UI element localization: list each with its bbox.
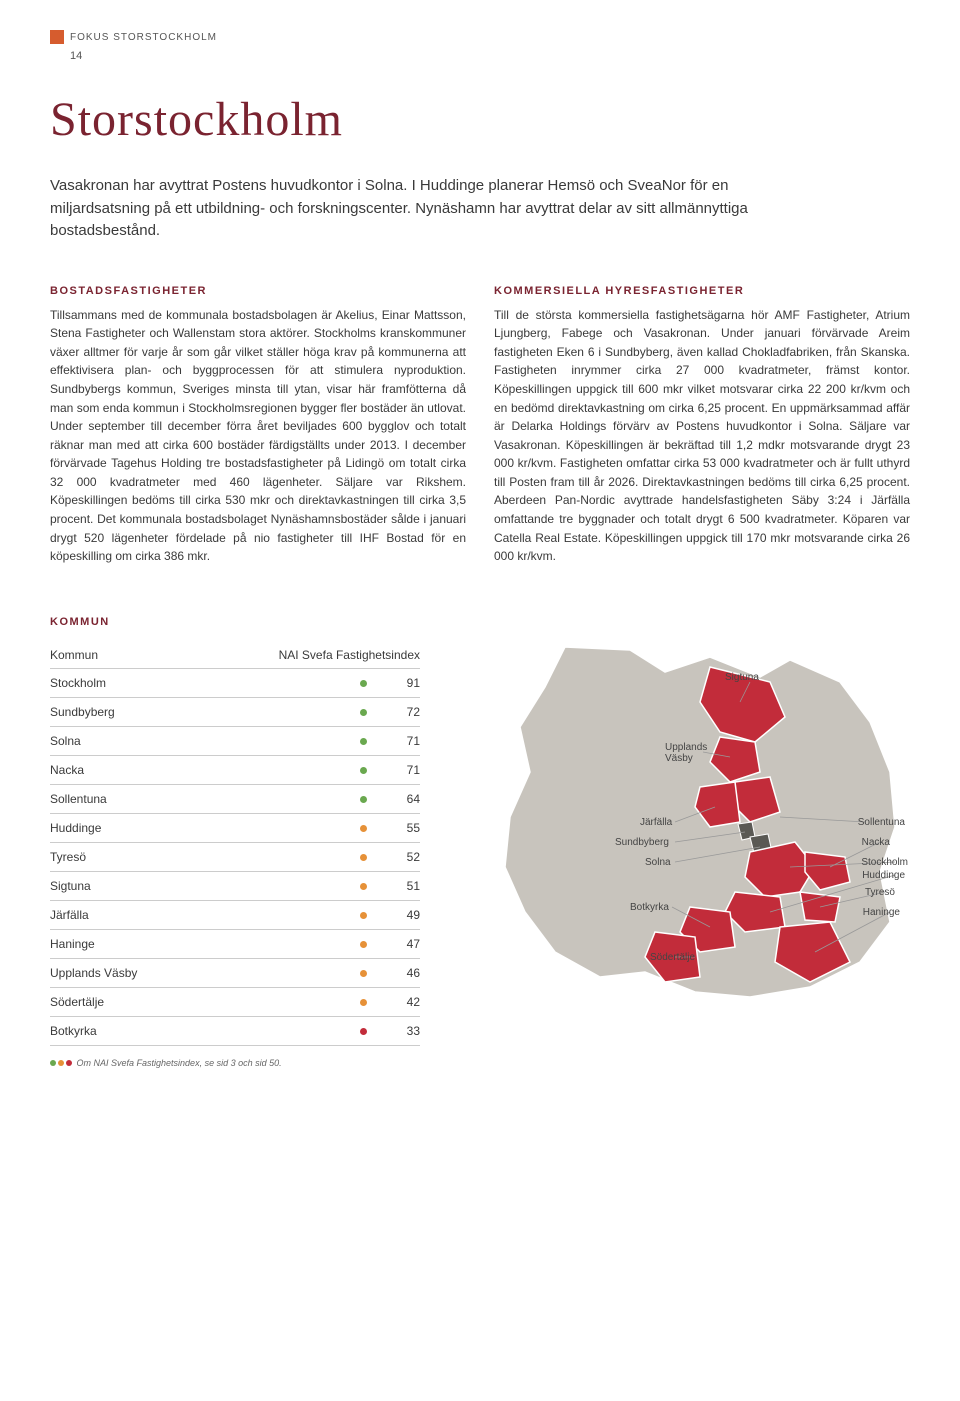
cell-name: Upplands Väsby — [50, 958, 191, 987]
table-footnote: Om NAI Svefa Fastighetsindex, se sid 3 o… — [50, 1058, 420, 1068]
map-label: Sigtuna — [725, 672, 759, 683]
kommun-title: KOMMUN — [50, 616, 910, 628]
intro-paragraph: Vasakronan har avyttrat Postens huvudkon… — [50, 175, 760, 243]
page-title: Storstockholm — [50, 92, 910, 147]
map-label: Stockholm — [861, 857, 908, 868]
status-dot — [360, 825, 367, 832]
cell-name: Sollentuna — [50, 784, 191, 813]
status-dot — [360, 680, 367, 687]
cell-name: Sundbyberg — [50, 697, 191, 726]
status-dot — [360, 912, 367, 919]
cell-value: 51 — [191, 871, 420, 900]
table-row: Järfälla49 — [50, 900, 420, 929]
cell-name: Solna — [50, 726, 191, 755]
cell-value: 55 — [191, 813, 420, 842]
cell-name: Tyresö — [50, 842, 191, 871]
map-label: Botkyrka — [630, 902, 669, 913]
map-label: Sollentuna — [858, 817, 905, 828]
cell-value: 91 — [191, 668, 420, 697]
legend-dot — [66, 1060, 72, 1066]
cell-value: 64 — [191, 784, 420, 813]
cell-name: Södertälje — [50, 987, 191, 1016]
table-row: Stockholm91 — [50, 668, 420, 697]
map-label: Haninge — [863, 907, 900, 918]
col-right-title: KOMMERSIELLA HYRESFASTIGHETER — [494, 283, 910, 300]
table-row: Nacka71 — [50, 755, 420, 784]
cell-value: 49 — [191, 900, 420, 929]
table-row: Sundbyberg72 — [50, 697, 420, 726]
cell-value: 71 — [191, 726, 420, 755]
status-dot — [360, 883, 367, 890]
col-left-title: BOSTADSFASTIGHETER — [50, 283, 466, 300]
footnote-text: Om NAI Svefa Fastighetsindex, se sid 3 o… — [77, 1058, 282, 1068]
table-row: Huddinge55 — [50, 813, 420, 842]
legend-dot — [58, 1060, 64, 1066]
status-dot — [360, 941, 367, 948]
header-label: FOKUS STORSTOCKHOLM — [70, 32, 217, 43]
column-left: BOSTADSFASTIGHETER Tillsammans med de ko… — [50, 283, 466, 566]
cell-name: Nacka — [50, 755, 191, 784]
map-label: Tyresö — [865, 887, 895, 898]
cell-value: 46 — [191, 958, 420, 987]
cell-name: Huddinge — [50, 813, 191, 842]
header-block — [50, 30, 64, 44]
cell-value: 52 — [191, 842, 420, 871]
table-row: Upplands Väsby46 — [50, 958, 420, 987]
map-label: Upplands Väsby — [665, 742, 707, 764]
cell-name: Stockholm — [50, 668, 191, 697]
map-svg — [450, 642, 910, 1002]
map-label: Huddinge — [862, 870, 905, 881]
status-dot — [360, 999, 367, 1006]
cell-name: Sigtuna — [50, 871, 191, 900]
status-dot — [360, 970, 367, 977]
cell-name: Haninge — [50, 929, 191, 958]
table-wrap: Kommun NAI Svefa Fastighetsindex Stockho… — [50, 642, 420, 1068]
cell-value: 42 — [191, 987, 420, 1016]
map-label: Nacka — [862, 837, 890, 848]
column-right: KOMMERSIELLA HYRESFASTIGHETER Till de st… — [494, 283, 910, 566]
col-right-body: Till de största kommersiella fastighetsä… — [494, 308, 910, 564]
table-row: Haninge47 — [50, 929, 420, 958]
legend-dot — [50, 1060, 56, 1066]
cell-value: 72 — [191, 697, 420, 726]
page-number: 14 — [70, 50, 910, 62]
map-label: Sundbyberg — [615, 837, 669, 848]
th-kommun: Kommun — [50, 642, 191, 669]
table-row: Solna71 — [50, 726, 420, 755]
table-row: Sollentuna64 — [50, 784, 420, 813]
table-row: Södertälje42 — [50, 987, 420, 1016]
status-dot — [360, 796, 367, 803]
status-dot — [360, 767, 367, 774]
cell-value: 71 — [191, 755, 420, 784]
map-label: Södertälje — [650, 952, 695, 963]
map-label: Solna — [645, 857, 671, 868]
table-row: Sigtuna51 — [50, 871, 420, 900]
status-dot — [360, 738, 367, 745]
table-row: Botkyrka33 — [50, 1016, 420, 1045]
cell-name: Järfälla — [50, 900, 191, 929]
cell-value: 47 — [191, 929, 420, 958]
map: Sigtuna Upplands Väsby Järfälla Sundbyberg S… — [450, 642, 910, 1068]
col-left-body: Tillsammans med de kommunala bostadsbola… — [50, 308, 466, 564]
kommun-table: Kommun NAI Svefa Fastighetsindex Stockho… — [50, 642, 420, 1046]
map-label: Järfälla — [640, 817, 672, 828]
th-index: NAI Svefa Fastighetsindex — [191, 642, 420, 669]
cell-value: 33 — [191, 1016, 420, 1045]
status-dot — [360, 854, 367, 861]
status-dot — [360, 1028, 367, 1035]
cell-name: Botkyrka — [50, 1016, 191, 1045]
status-dot — [360, 709, 367, 716]
table-row: Tyresö52 — [50, 842, 420, 871]
